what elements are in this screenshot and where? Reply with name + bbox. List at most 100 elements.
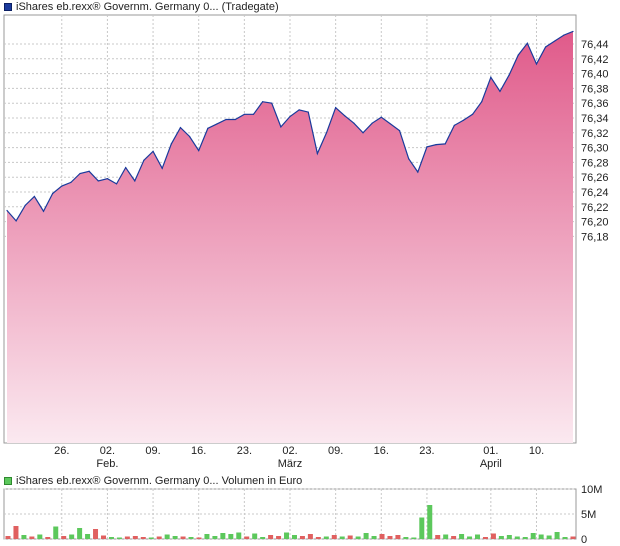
price-point bbox=[125, 166, 127, 169]
price-x-tick-month: Feb. bbox=[96, 458, 118, 470]
price-point bbox=[335, 107, 337, 109]
price-point bbox=[97, 180, 99, 182]
price-y-tick-label: 76,36 bbox=[581, 98, 609, 110]
price-point bbox=[225, 118, 227, 121]
volume-bar bbox=[427, 505, 433, 539]
volume-y-tick-label: 10M bbox=[581, 484, 602, 496]
volume-bar bbox=[156, 536, 162, 539]
price-point bbox=[88, 170, 90, 172]
price-x-tick-label: 01. bbox=[483, 445, 498, 457]
volume-bar bbox=[69, 534, 75, 539]
volume-bar bbox=[506, 535, 512, 539]
volume-bar bbox=[93, 529, 99, 539]
price-point bbox=[262, 101, 264, 103]
price-y-tick-label: 76,40 bbox=[581, 69, 609, 81]
volume-bar bbox=[490, 533, 496, 539]
price-x-tick-label: 09. bbox=[145, 445, 160, 457]
volume-bar bbox=[307, 534, 313, 539]
volume-bar bbox=[61, 536, 67, 539]
volume-bar bbox=[315, 537, 321, 539]
volume-bar bbox=[5, 536, 11, 539]
price-y-tick-label: 76,24 bbox=[581, 187, 609, 199]
price-point bbox=[207, 127, 209, 129]
price-y-tick-label: 76,42 bbox=[581, 54, 609, 66]
price-point bbox=[52, 192, 54, 195]
price-point bbox=[115, 183, 118, 185]
price-x-tick-label: 23. bbox=[419, 445, 434, 457]
volume-bar bbox=[443, 534, 449, 539]
price-y-tick-label: 76,28 bbox=[581, 157, 609, 169]
volume-bar bbox=[164, 534, 170, 539]
volume-bar bbox=[180, 536, 186, 539]
volume-bar bbox=[482, 537, 488, 539]
price-y-tick-label: 76,20 bbox=[581, 217, 609, 229]
price-point bbox=[453, 124, 455, 126]
price-point bbox=[79, 172, 81, 175]
price-area bbox=[7, 31, 573, 443]
price-point bbox=[6, 209, 8, 212]
volume-bar bbox=[514, 536, 520, 539]
volume-y-tick-label: 5M bbox=[581, 509, 596, 521]
volume-bar bbox=[220, 533, 226, 539]
volume-bar bbox=[554, 532, 560, 539]
price-y-tick-label: 76,30 bbox=[581, 143, 609, 155]
price-series-swatch bbox=[4, 3, 12, 11]
volume-bar bbox=[276, 536, 282, 539]
volume-bar bbox=[252, 533, 258, 539]
price-point bbox=[426, 146, 428, 148]
price-legend: iShares eb.rexx® Governm. Germany 0... (… bbox=[4, 1, 279, 13]
volume-bar bbox=[530, 533, 536, 539]
volume-bar bbox=[323, 536, 329, 539]
price-point bbox=[307, 111, 309, 113]
price-x-tick-month: März bbox=[278, 458, 302, 470]
price-point bbox=[170, 143, 172, 145]
price-point bbox=[517, 54, 519, 56]
price-point bbox=[134, 180, 136, 182]
volume-bar bbox=[371, 536, 377, 539]
price-point bbox=[490, 76, 492, 78]
volume-bar bbox=[53, 526, 59, 539]
price-y-tick-label: 76,18 bbox=[581, 231, 609, 243]
price-point bbox=[316, 152, 318, 155]
volume-bar bbox=[29, 536, 35, 539]
price-point bbox=[280, 126, 282, 128]
price-point bbox=[389, 123, 392, 125]
volume-bar bbox=[339, 536, 345, 539]
price-point bbox=[298, 109, 300, 111]
price-point bbox=[325, 132, 328, 134]
price-point bbox=[563, 34, 565, 36]
volume-bar bbox=[411, 537, 417, 539]
volume-bar bbox=[562, 537, 568, 539]
price-point bbox=[572, 30, 574, 33]
price-point bbox=[535, 63, 538, 65]
volume-bar bbox=[522, 537, 528, 539]
volume-legend: iShares eb.rexx® Governm. Germany 0... V… bbox=[4, 475, 302, 487]
volume-bar bbox=[21, 535, 27, 539]
price-point bbox=[198, 149, 200, 152]
volume-bar bbox=[299, 536, 305, 539]
volume-chart-title: iShares eb.rexx® Governm. Germany 0... V… bbox=[16, 475, 303, 487]
price-chart-title: iShares eb.rexx® Governm. Germany 0... (… bbox=[16, 1, 279, 13]
volume-bar bbox=[284, 532, 290, 539]
volume-bar bbox=[228, 534, 234, 539]
price-x-tick-label: 02. bbox=[100, 445, 115, 457]
price-point bbox=[179, 127, 182, 129]
volume-bar bbox=[403, 537, 409, 539]
price-y-tick-label: 76,26 bbox=[581, 172, 609, 184]
volume-bar bbox=[148, 537, 154, 539]
volume-bar bbox=[331, 535, 337, 539]
volume-bar bbox=[188, 537, 194, 539]
volume-bar bbox=[236, 532, 242, 539]
volume-bar bbox=[538, 534, 544, 539]
price-point bbox=[471, 113, 474, 115]
price-chart: 76,44 76,42 76,40 76,38 76,36 76,34 76,32 76,30… bbox=[3, 14, 609, 470]
price-x-tick-month: April bbox=[480, 458, 502, 470]
price-point bbox=[380, 116, 382, 118]
volume-bar bbox=[570, 536, 576, 539]
volume-bar bbox=[244, 536, 250, 539]
price-y-tick-label: 76,22 bbox=[581, 202, 609, 214]
volume-bar bbox=[77, 528, 83, 539]
price-point bbox=[408, 158, 410, 160]
price-point bbox=[444, 143, 446, 145]
price-point bbox=[61, 185, 63, 187]
